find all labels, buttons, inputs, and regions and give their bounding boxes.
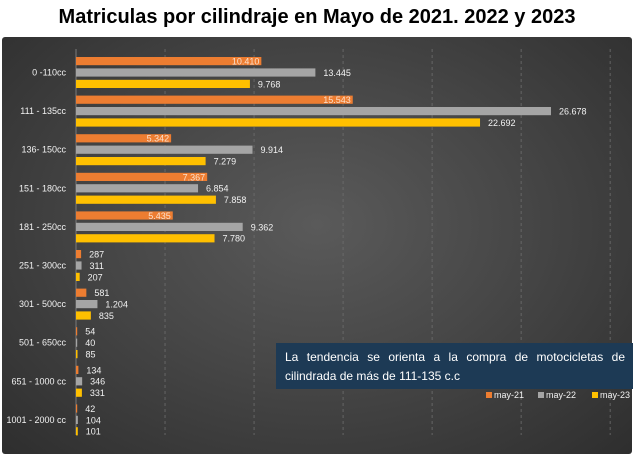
legend-label: may-22 — [546, 390, 576, 400]
category-label: 251 - 300cc — [19, 261, 67, 271]
data-label-may-23: 101 — [86, 427, 101, 437]
category-label: 651 - 1000 cc — [11, 376, 66, 386]
bar-chart: 0 -110cc 10.410 13.445 9.768 111 - 135cc 15.5… — [6, 49, 630, 437]
legend-swatch-may-23 — [592, 392, 598, 398]
bar-may-21 — [76, 134, 172, 143]
bar-may-22 — [76, 300, 98, 309]
bar-may-22 — [76, 377, 83, 386]
data-label-may-22: 311 — [90, 261, 104, 271]
bar-may-21 — [76, 327, 78, 336]
data-label-may-22: 26.678 — [559, 107, 587, 117]
bar-may-21 — [76, 250, 82, 259]
bar-may-22 — [76, 222, 243, 231]
data-label-may-22: 13.445 — [323, 68, 351, 78]
legend-swatch-may-21 — [486, 392, 492, 398]
data-label-may-22: 104 — [86, 415, 101, 425]
bar-may-21 — [76, 95, 353, 104]
category-label: 301 - 500cc — [19, 299, 67, 309]
data-label-may-21: 134 — [86, 365, 101, 375]
bar-may-21 — [76, 211, 173, 220]
data-label-may-21: 287 — [89, 250, 104, 260]
bar-may-22 — [76, 261, 82, 270]
data-label-may-23: 9.768 — [258, 79, 281, 89]
bar-may-21 — [76, 172, 208, 181]
bar-may-23 — [76, 388, 82, 397]
data-label-may-21: 5.342 — [147, 134, 170, 144]
data-label-may-23: 7.279 — [214, 157, 237, 167]
data-label-may-22: 9.914 — [261, 145, 284, 155]
data-label-may-23: 835 — [99, 311, 114, 321]
bar-may-22 — [76, 338, 78, 347]
bar-may-21 — [76, 288, 87, 297]
bar-may-23 — [76, 157, 206, 166]
bar-may-22 — [76, 184, 199, 193]
data-label-may-22: 1.204 — [105, 300, 128, 310]
data-label-may-23: 22.692 — [488, 118, 516, 128]
bar-may-22 — [76, 145, 253, 154]
category-label: 136- 150cc — [21, 145, 66, 155]
bar-may-22 — [76, 68, 316, 77]
legend-label: may-23 — [600, 390, 630, 400]
data-label-may-22: 40 — [85, 338, 95, 348]
category-label: 151 - 180cc — [19, 183, 67, 193]
data-label-may-21: 581 — [94, 288, 109, 298]
bar-may-23 — [76, 427, 78, 436]
category-label: 0 -110cc — [32, 68, 66, 78]
data-label-may-21: 54 — [85, 327, 95, 337]
data-label-may-22: 6.854 — [206, 184, 229, 194]
data-label-may-21: 42 — [85, 404, 95, 414]
category-label: 1001 - 2000 cc — [6, 415, 66, 425]
bar-may-21 — [76, 365, 79, 374]
data-label-may-23: 331 — [90, 388, 105, 398]
bar-may-21 — [76, 57, 262, 66]
bar-may-22 — [76, 415, 78, 424]
data-label-may-21: 5.435 — [148, 211, 171, 221]
data-label-may-21: 10.410 — [232, 57, 260, 67]
legend-swatch-may-22 — [538, 392, 544, 398]
data-label-may-21: 7.367 — [183, 172, 206, 182]
bar-may-21 — [76, 404, 78, 413]
data-label-may-23: 85 — [86, 350, 96, 360]
data-label-may-23: 7.858 — [224, 195, 247, 205]
data-label-may-22: 9.362 — [251, 222, 274, 232]
legend-label: may-21 — [494, 390, 524, 400]
data-label-may-23: 7.780 — [223, 234, 246, 244]
chart-panel: 0 -110cc 10.410 13.445 9.768 111 - 135cc 15.5… — [2, 37, 633, 454]
bar-may-23 — [76, 234, 215, 243]
bar-may-23 — [76, 195, 216, 204]
bar-may-23 — [76, 311, 91, 320]
chart-title: Matriculas por cilindraje en Mayo de 202… — [58, 6, 576, 28]
category-label: 111 - 135cc — [20, 106, 66, 116]
category-label: 181 - 250cc — [19, 222, 67, 232]
bar-may-23 — [76, 350, 78, 359]
bar-may-23 — [76, 79, 250, 88]
data-label-may-23: 207 — [88, 272, 103, 282]
data-label-may-22: 346 — [90, 377, 105, 387]
callout-note: La tendencia se orienta a la compra de m… — [276, 343, 633, 389]
bar-may-23 — [76, 118, 481, 127]
data-label-may-21: 15.543 — [323, 95, 351, 105]
category-label: 501 - 650cc — [19, 338, 67, 348]
bar-may-22 — [76, 107, 551, 116]
bar-may-23 — [76, 272, 80, 281]
